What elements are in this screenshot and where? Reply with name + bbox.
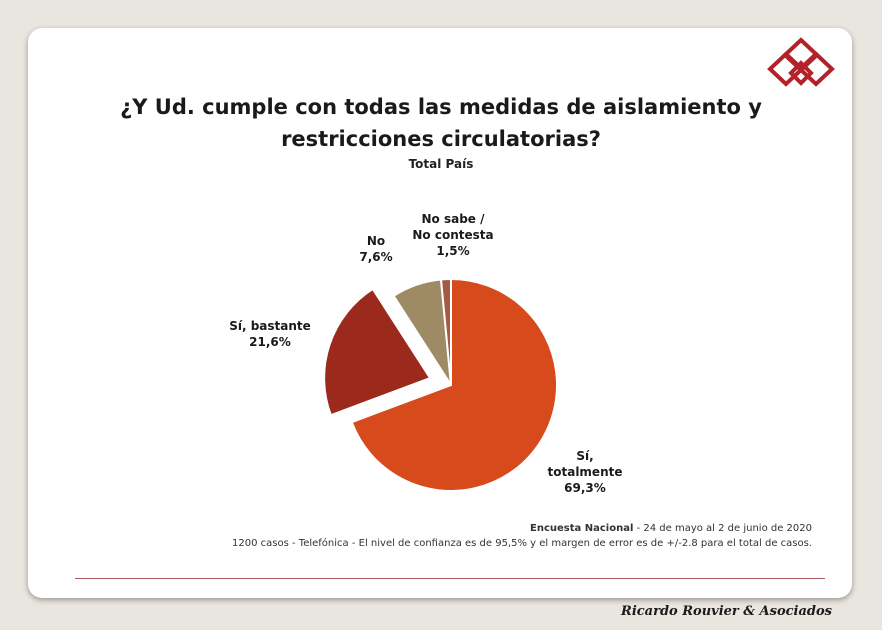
slice-label-text: No — [366, 234, 386, 248]
slice-value-label: 69,3% — [564, 481, 606, 495]
chart-title-line2: restricciones circulatorias? — [281, 127, 601, 151]
slice-label-no-sabe: No sabe / No contesta 1,5% — [398, 211, 508, 259]
survey-dates: - 24 de mayo al 2 de junio de 2020 — [633, 523, 812, 534]
survey-methodology: 1200 casos - Telefónica - El nivel de co… — [232, 538, 812, 549]
slice-label-no: No 7,6% — [346, 233, 406, 265]
slice-value-label: 21,6% — [249, 335, 291, 349]
pie-slice-no-sabe — [439, 277, 452, 386]
slice-value-label: 1,5% — [436, 244, 470, 258]
slice-label-text: totalmente — [547, 465, 623, 479]
slice-label-text: No sabe / — [421, 212, 485, 226]
slice-label-si-totalmente: Sí, totalmente 69,3% — [540, 448, 630, 496]
slice-label-si-bastante: Sí, bastante 21,6% — [210, 318, 330, 350]
brand-signature: Ricardo Rouvier & Asociados — [621, 604, 832, 619]
slice-label-text: Sí, bastante — [229, 319, 311, 333]
company-logo — [767, 37, 835, 87]
slice-value-label: 7,6% — [359, 250, 393, 264]
pie-slice-si-totalmente — [350, 277, 558, 492]
slice-label-text: Sí, — [576, 449, 594, 463]
slice-label-text: No contesta — [412, 228, 494, 242]
survey-info: Encuesta Nacional - 24 de mayo al 2 de j… — [380, 523, 812, 534]
chart-subtitle: Total País — [408, 157, 474, 171]
footer-divider — [75, 578, 825, 579]
chart-title-line1: ¿Y Ud. cumple con todas las medidas de a… — [120, 95, 762, 119]
pie-slice-si-bastante — [323, 287, 432, 417]
survey-name: Encuesta Nacional — [530, 523, 634, 534]
